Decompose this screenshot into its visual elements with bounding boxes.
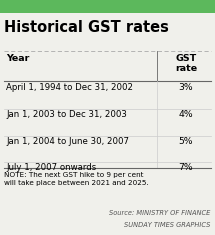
Text: Historical GST rates: Historical GST rates: [4, 20, 169, 35]
Text: 4%: 4%: [179, 110, 193, 119]
Text: 3%: 3%: [179, 83, 193, 92]
Text: GST
rate: GST rate: [175, 54, 197, 74]
Text: 7%: 7%: [179, 163, 193, 172]
Text: Source: MINISTRY OF FINANCE: Source: MINISTRY OF FINANCE: [109, 210, 211, 216]
Text: 5%: 5%: [179, 137, 193, 146]
Text: Year: Year: [6, 54, 30, 63]
Text: NOTE: The next GST hike to 9 per cent
will take place between 2021 and 2025.: NOTE: The next GST hike to 9 per cent wi…: [4, 172, 149, 186]
Text: July 1, 2007 onwards: July 1, 2007 onwards: [6, 163, 97, 172]
Text: Jan 1, 2003 to Dec 31, 2003: Jan 1, 2003 to Dec 31, 2003: [6, 110, 127, 119]
Text: Jan 1, 2004 to June 30, 2007: Jan 1, 2004 to June 30, 2007: [6, 137, 129, 146]
Bar: [0, 0, 215, 13]
Text: April 1, 1994 to Dec 31, 2002: April 1, 1994 to Dec 31, 2002: [6, 83, 134, 92]
Text: SUNDAY TIMES GRAPHICS: SUNDAY TIMES GRAPHICS: [124, 222, 211, 228]
